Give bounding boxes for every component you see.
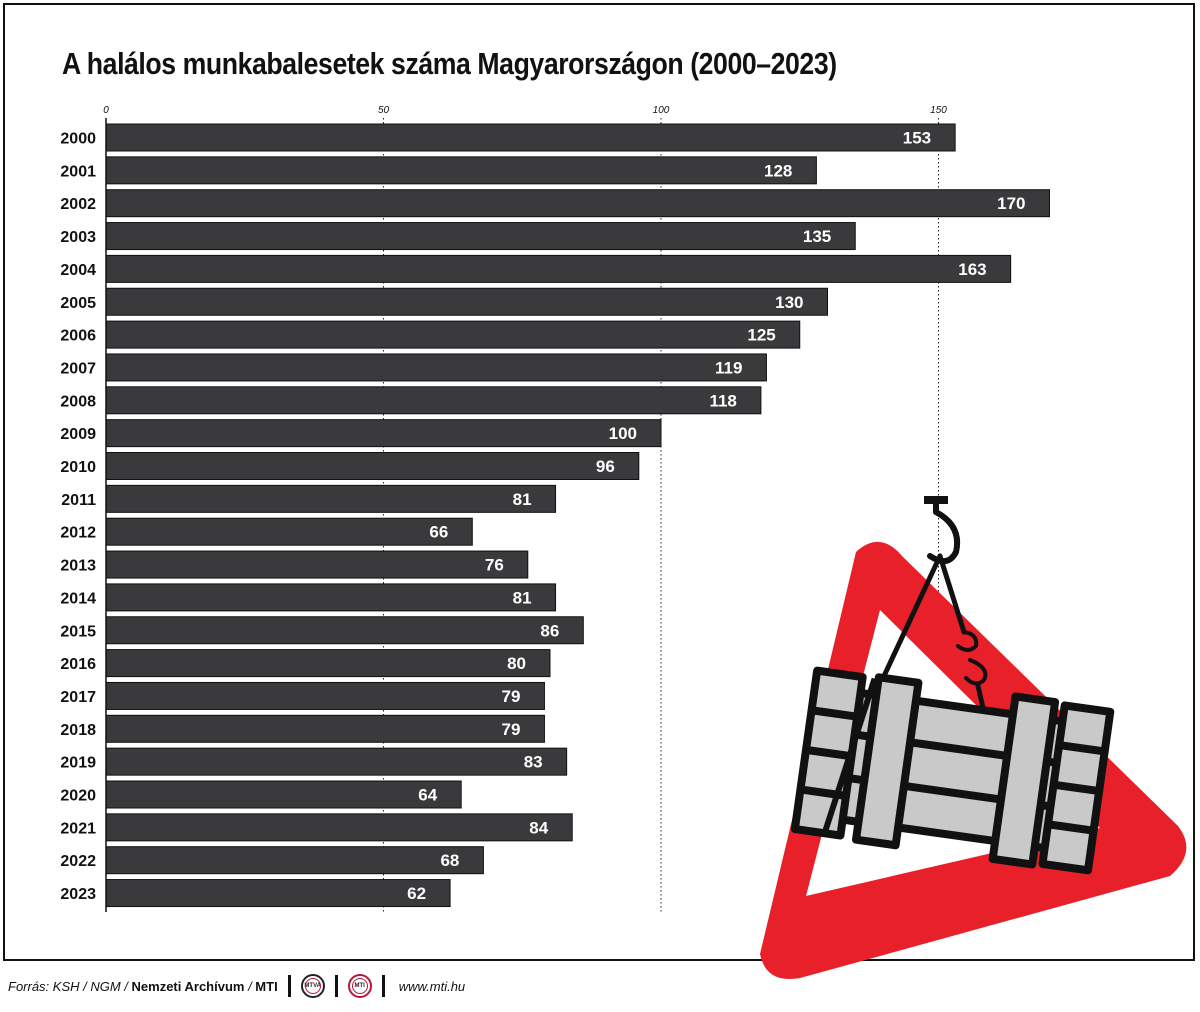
bar-value-label: 128 [764, 161, 792, 180]
bar-value-label: 80 [507, 654, 526, 673]
category-label: 2018 [60, 722, 96, 739]
warning-triangle-crane-load-icon [760, 496, 1187, 979]
bar [105, 287, 828, 316]
source-text: Forrás: KSH / NGM / Nemzeti Archívum / M… [8, 978, 278, 994]
category-label: 2004 [60, 262, 96, 279]
bar-value-label: 119 [715, 358, 742, 377]
bar [105, 320, 801, 349]
chart-title: A halálos munkabalesetek száma Magyarors… [62, 46, 837, 81]
bar [105, 517, 473, 546]
bar-value-label: 62 [407, 884, 426, 903]
footer-separator [381, 975, 385, 997]
bar [105, 419, 662, 448]
bar-value-label: 76 [485, 556, 504, 575]
bar [105, 846, 484, 875]
bar-layer: 153 2000 128 2001 170 2002 135 2003 163 2004 130 20… [60, 123, 1050, 908]
bar-value-label: 81 [513, 588, 532, 607]
bar-value-label: 170 [997, 194, 1025, 213]
bar [105, 714, 545, 743]
bar [105, 550, 529, 579]
bar [105, 747, 568, 776]
bar-value-label: 135 [803, 227, 831, 246]
category-label: 2019 [60, 755, 96, 772]
category-label: 2001 [60, 163, 96, 180]
category-label: 2023 [60, 886, 96, 903]
bar [105, 813, 573, 842]
category-label: 2020 [60, 788, 96, 805]
bar-value-label: 153 [903, 129, 931, 148]
bar-value-label: 130 [775, 293, 803, 312]
category-label: 2005 [60, 295, 96, 312]
bar-value-label: 66 [429, 523, 448, 542]
category-label: 2002 [60, 196, 96, 213]
bar [105, 452, 640, 480]
category-label: 2007 [60, 360, 96, 377]
bar-value-label: 83 [524, 753, 543, 772]
bar-value-label: 81 [513, 490, 532, 509]
crane-hook-icon [881, 496, 1007, 803]
bar-value-label: 64 [418, 786, 437, 805]
bar-value-label: 163 [958, 260, 986, 279]
bar [105, 879, 451, 908]
bar [105, 616, 584, 645]
bar [105, 681, 545, 710]
category-label: 2016 [60, 656, 96, 673]
category-label: 2022 [60, 853, 96, 870]
category-label: 2010 [60, 459, 96, 476]
category-label: 2012 [60, 525, 96, 542]
footer-separator [287, 975, 291, 997]
bar-value-label: 79 [502, 720, 521, 739]
bar [105, 222, 856, 251]
category-label: 2015 [60, 623, 96, 640]
bar-value-label: 68 [440, 851, 459, 870]
category-label: 2003 [60, 229, 96, 246]
bar [105, 156, 817, 185]
bar [105, 386, 762, 415]
category-label: 2009 [60, 426, 96, 443]
category-label: 2021 [60, 820, 96, 837]
category-label: 2014 [60, 590, 96, 607]
bar [105, 254, 1012, 283]
website-link[interactable]: www.mti.hu [398, 978, 466, 994]
category-label: 2011 [61, 492, 96, 509]
category-label: 2017 [60, 689, 96, 706]
bar-value-label: 96 [596, 457, 615, 476]
tick-layer: 0 50 100 150 [103, 105, 947, 116]
category-label: 2013 [60, 558, 96, 575]
mtva-logo: MTVA [300, 974, 325, 998]
bar-value-label: 100 [609, 424, 637, 443]
bar-value-label: 118 [709, 391, 736, 410]
footer-separator [334, 975, 338, 997]
mti-logo: MTI [347, 974, 372, 998]
bar [105, 484, 557, 513]
bar [105, 583, 557, 612]
bar [105, 123, 956, 152]
category-label: 2006 [60, 328, 96, 345]
bar [105, 189, 1050, 218]
bar [105, 649, 551, 678]
bar [105, 780, 462, 809]
category-label: 2000 [60, 131, 96, 148]
bar [105, 353, 767, 382]
category-label: 2008 [60, 393, 96, 410]
x-tick-label: 0 [103, 105, 109, 116]
load-bundle-icon [790, 666, 1115, 875]
footer: Forrás: KSH / NGM / Nemzeti Archívum / M… [8, 972, 708, 1000]
x-tick-label: 50 [378, 105, 390, 116]
bar-value-label: 125 [747, 326, 775, 345]
bar-value-label: 79 [502, 687, 521, 706]
bar-value-label: 86 [540, 621, 559, 640]
x-tick-label: 100 [653, 105, 670, 116]
x-tick-label: 150 [930, 105, 947, 116]
bar-value-label: 84 [529, 818, 548, 837]
